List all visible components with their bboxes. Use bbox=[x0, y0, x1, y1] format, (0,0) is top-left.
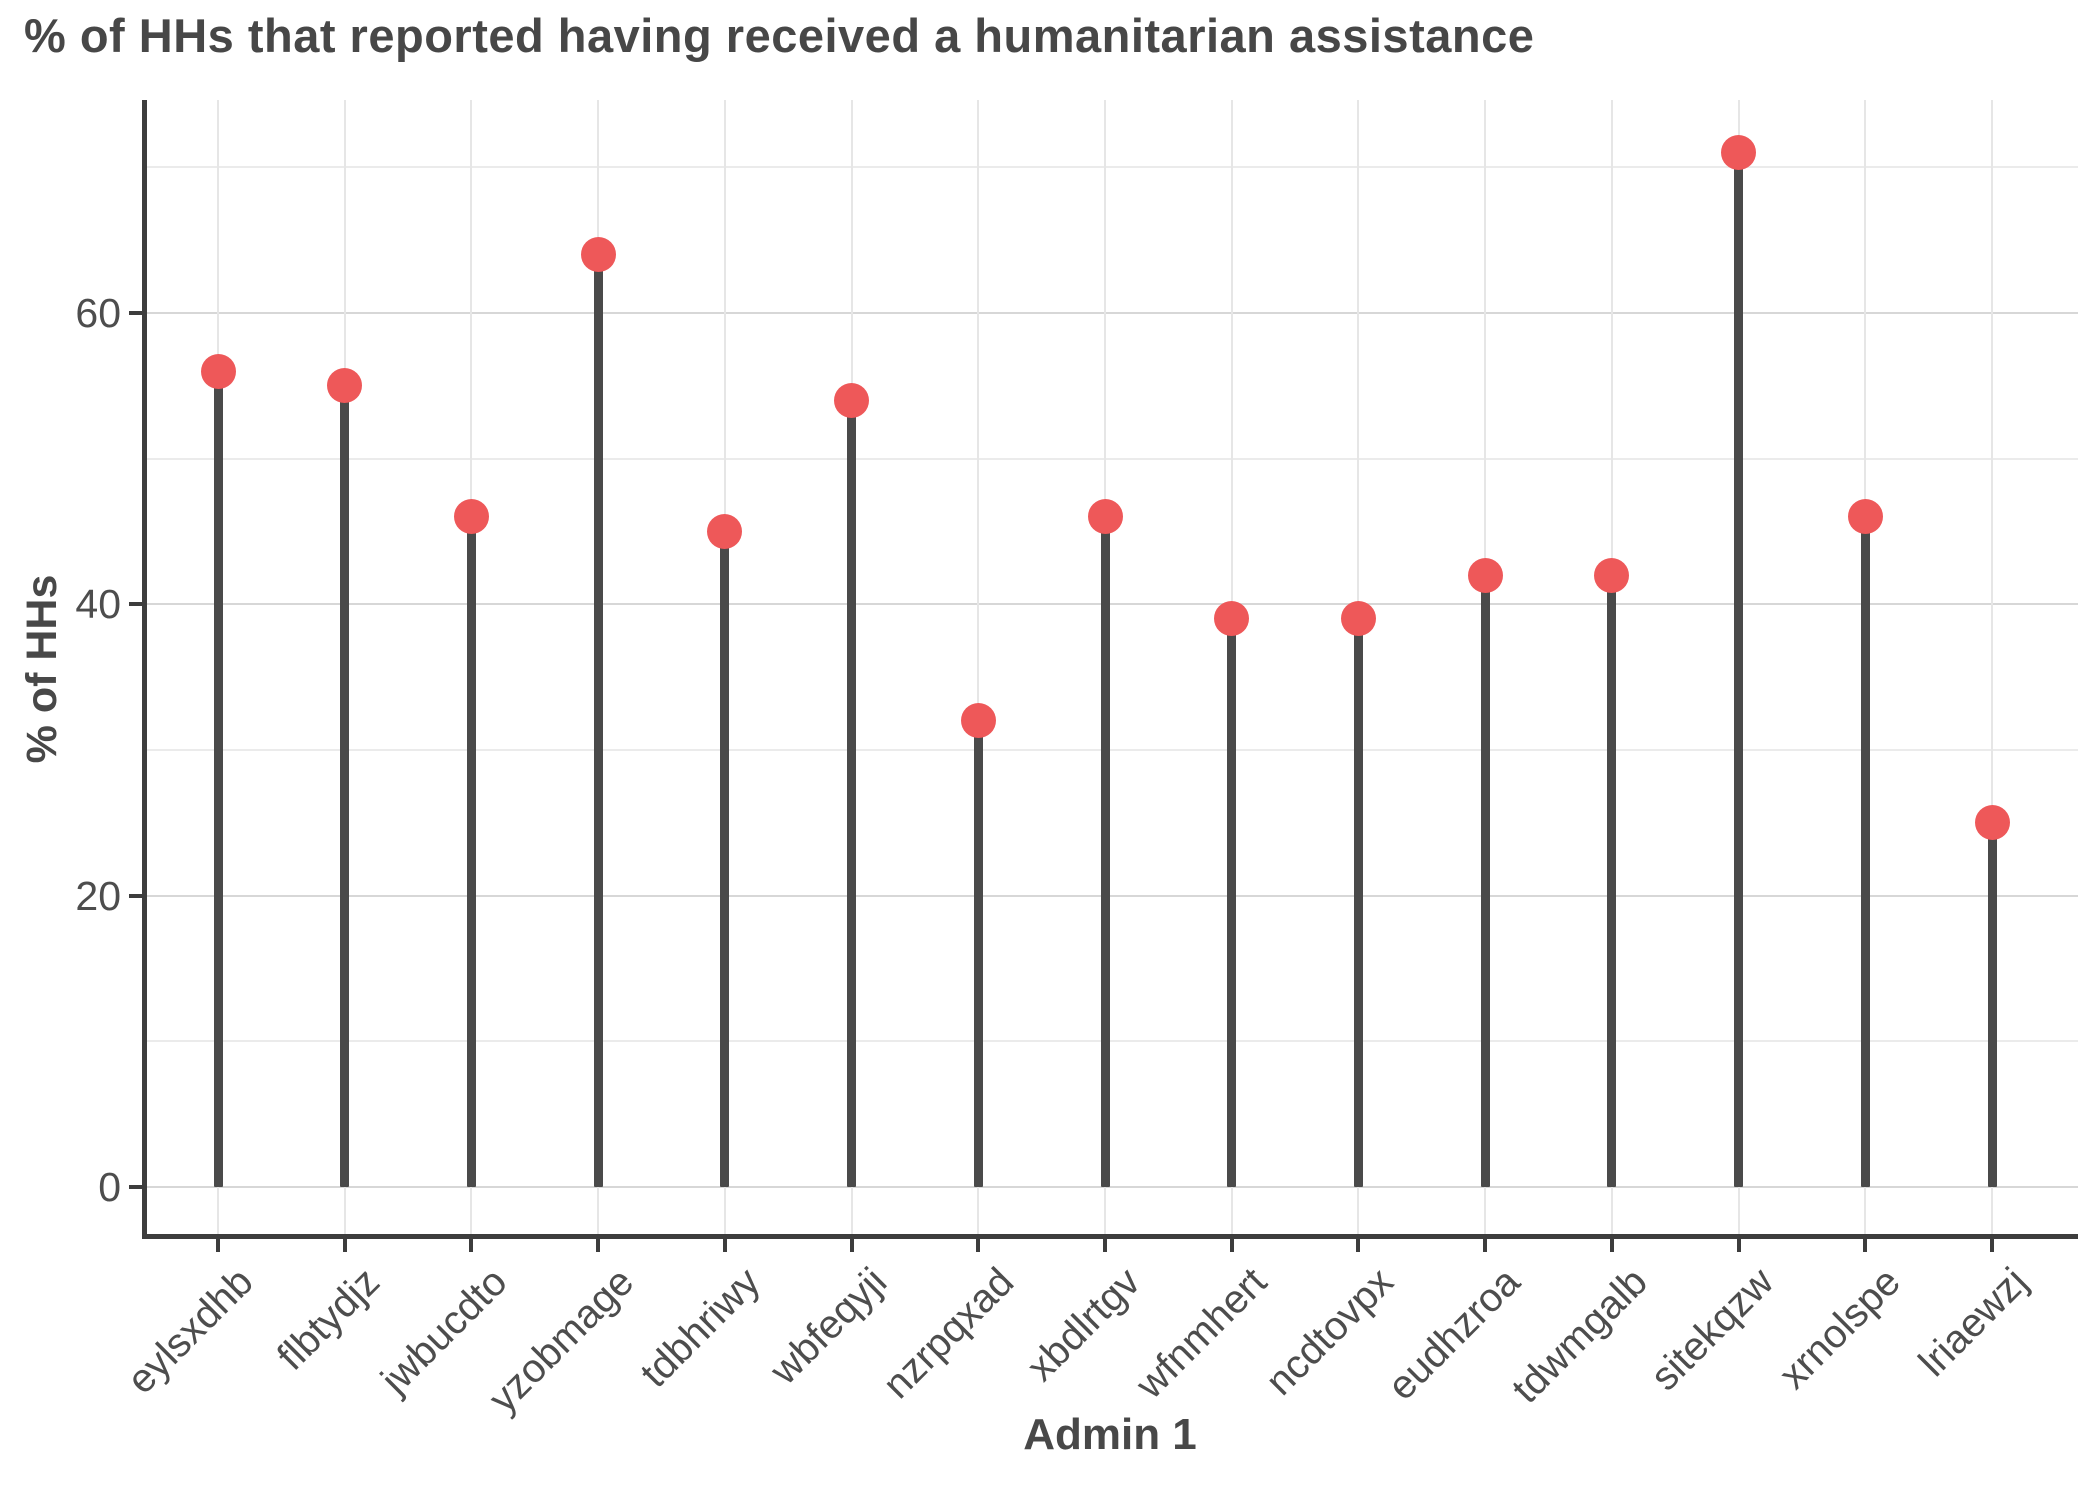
x-tick-mark bbox=[976, 1239, 981, 1252]
x-tick-label: wbfeqyji bbox=[761, 1259, 896, 1393]
y-tick-mark bbox=[129, 893, 142, 898]
data-point bbox=[1467, 557, 1503, 593]
y-major-gridline bbox=[147, 894, 2078, 897]
x-tick-label: eylsxdhb bbox=[118, 1259, 262, 1403]
data-point bbox=[960, 703, 996, 739]
lollipop-stem bbox=[1353, 618, 1363, 1187]
data-point bbox=[1847, 499, 1883, 535]
x-tick-mark bbox=[849, 1239, 854, 1252]
x-tick-label: xbdlrtgv bbox=[1018, 1259, 1149, 1390]
x-tick-mark bbox=[342, 1239, 347, 1252]
x-gridline bbox=[1991, 100, 1993, 1234]
data-point bbox=[200, 353, 236, 389]
x-tick-mark bbox=[1990, 1239, 1994, 1252]
lollipop-stem bbox=[1734, 152, 1744, 1187]
x-tick-mark bbox=[1483, 1239, 1488, 1252]
data-point bbox=[327, 368, 363, 404]
y-major-gridline bbox=[147, 1186, 2078, 1188]
lollipop-stem bbox=[847, 400, 857, 1187]
x-tick-mark bbox=[1609, 1239, 1614, 1252]
x-axis-title: Admin 1 bbox=[1023, 1410, 1197, 1459]
y-tick-mark bbox=[129, 602, 142, 607]
plot-panel bbox=[142, 100, 2078, 1239]
lollipop-stem bbox=[720, 531, 730, 1187]
x-tick-label: flbtydjz bbox=[269, 1259, 389, 1379]
lollipop-stem bbox=[1100, 516, 1110, 1187]
y-tick-label: 60 bbox=[75, 290, 121, 337]
x-tick-label: nzrpqxad bbox=[874, 1259, 1022, 1408]
lollipop-stem bbox=[1987, 822, 1997, 1187]
data-point bbox=[834, 382, 870, 418]
lollipop-stem bbox=[593, 254, 603, 1187]
x-tick-mark bbox=[1863, 1239, 1868, 1252]
x-tick-mark bbox=[1736, 1239, 1741, 1252]
y-tick-label: 20 bbox=[75, 872, 121, 919]
lollipop-stem bbox=[213, 371, 223, 1187]
data-point bbox=[580, 237, 616, 273]
x-tick-mark bbox=[469, 1239, 474, 1252]
x-tick-mark bbox=[216, 1239, 220, 1252]
x-tick-label: eudhzroa bbox=[1379, 1259, 1529, 1409]
x-tick-label: wfnmhert bbox=[1127, 1259, 1276, 1408]
x-tick-label: tdwmgalb bbox=[1503, 1259, 1656, 1412]
data-point bbox=[1340, 601, 1376, 637]
y-major-gridline bbox=[147, 312, 2078, 315]
x-gridline bbox=[977, 100, 980, 1234]
y-tick-label: 40 bbox=[75, 581, 121, 628]
x-tick-label: xrnolspe bbox=[1770, 1259, 1909, 1398]
x-tick-mark bbox=[1103, 1239, 1107, 1252]
x-tick-label: sitekqzw bbox=[1642, 1259, 1783, 1400]
x-tick-label: ncdtovpx bbox=[1257, 1259, 1403, 1404]
lollipop-stem bbox=[973, 720, 983, 1187]
y-tick-mark bbox=[129, 1185, 142, 1189]
lollipop-stem bbox=[1860, 516, 1870, 1187]
lollipop-stem bbox=[1227, 618, 1237, 1187]
x-tick-mark bbox=[1356, 1239, 1361, 1252]
y-minor-gridline bbox=[147, 166, 2078, 169]
x-tick-mark bbox=[596, 1239, 601, 1252]
y-minor-gridline bbox=[147, 457, 2078, 460]
y-tick-mark bbox=[129, 311, 142, 316]
x-tick-label: lriaewzj bbox=[1910, 1259, 2036, 1385]
lollipop-stem bbox=[1607, 575, 1617, 1187]
data-point bbox=[1594, 557, 1630, 593]
y-minor-gridline bbox=[147, 749, 2078, 752]
data-point bbox=[1214, 601, 1250, 637]
data-point bbox=[707, 514, 743, 550]
data-point bbox=[453, 499, 489, 535]
lollipop-stem bbox=[466, 516, 476, 1187]
x-tick-mark bbox=[722, 1239, 727, 1252]
y-tick-label: 0 bbox=[98, 1164, 121, 1210]
data-point bbox=[1087, 499, 1123, 535]
chart-title: % of HHs that reported having received a… bbox=[24, 9, 1535, 62]
y-minor-gridline bbox=[147, 1040, 2078, 1043]
y-major-gridline bbox=[147, 603, 2078, 606]
data-point bbox=[1974, 805, 2010, 841]
data-point bbox=[1721, 135, 1757, 171]
lollipop-stem bbox=[1480, 575, 1490, 1187]
x-tick-label: tdbhriwy bbox=[632, 1259, 769, 1397]
x-tick-mark bbox=[1229, 1239, 1234, 1252]
lollipop-stem bbox=[340, 385, 350, 1187]
